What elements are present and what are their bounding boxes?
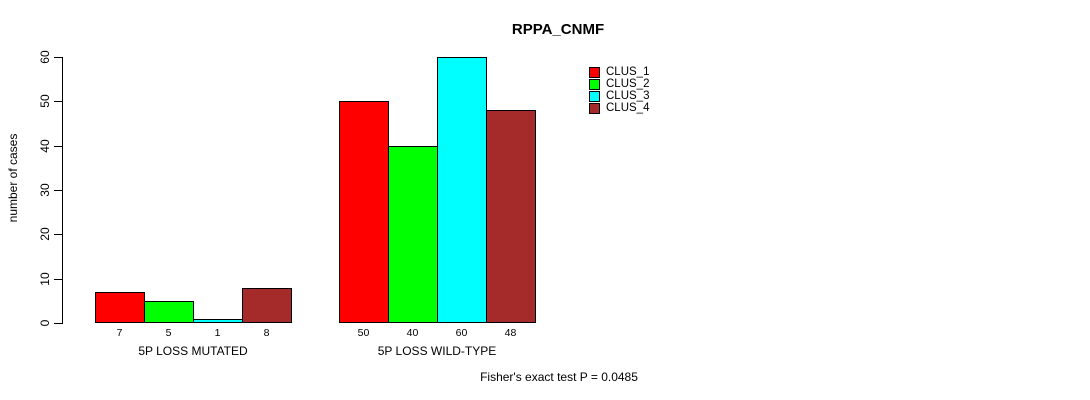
- legend-item-clus-1: CLUS_1: [589, 66, 649, 78]
- y-axis-tick-label: 30: [38, 183, 52, 197]
- bar-5p-loss-wild-type-clus-4: [486, 110, 536, 323]
- y-axis-tick: [54, 57, 62, 58]
- y-axis-line: [62, 57, 63, 324]
- y-axis-tick-label: 50: [38, 94, 52, 109]
- y-axis-tick: [54, 190, 62, 191]
- y-axis-tick-label: 60: [38, 50, 52, 64]
- y-axis-tick: [54, 234, 62, 236]
- group-label-5p-loss-wild-type: 5P LOSS WILD-TYPE: [377, 344, 497, 358]
- bar-value-label: 8: [263, 327, 270, 339]
- bar-5p-loss-mutated-clus-4: [242, 288, 292, 323]
- y-axis-tick-label: 10: [38, 271, 52, 286]
- y-axis-tick-label: 20: [38, 227, 52, 242]
- group-label-5p-loss-mutated: 5P LOSS MUTATED: [138, 344, 248, 358]
- legend-item-label: CLUS_1: [606, 66, 650, 78]
- bar-value-label: 1: [214, 327, 221, 339]
- legend-color-swatch: [589, 66, 600, 78]
- bar-5p-loss-wild-type-clus-2: [388, 146, 438, 323]
- bar-value-label: 40: [406, 327, 419, 339]
- bar-value-label: 50: [357, 327, 370, 339]
- y-axis-tick: [54, 323, 62, 324]
- bar-value-label: 5: [165, 327, 172, 339]
- legend-item-label: CLUS_2: [606, 78, 650, 90]
- legend-item-clus-4: CLUS_4: [589, 102, 649, 114]
- legend-color-swatch: [589, 78, 600, 90]
- legend-item-label: CLUS_4: [606, 102, 650, 114]
- bar-5p-loss-mutated-clus-1: [95, 292, 145, 323]
- y-axis-label: number of cases: [6, 133, 20, 223]
- chart-title: RPPA_CNMF: [511, 21, 605, 38]
- y-axis-tick: [54, 145, 62, 147]
- bar-value-label: 60: [455, 327, 468, 339]
- bar-5p-loss-mutated-clus-2: [144, 301, 194, 323]
- legend-item-clus-2: CLUS_2: [589, 78, 649, 90]
- legend: CLUS_1 CLUS_2 CLUS_3 CLUS_4: [589, 66, 649, 114]
- bar-5p-loss-wild-type-clus-3: [437, 57, 487, 323]
- legend-color-swatch: [589, 90, 600, 102]
- legend-item-label: CLUS_3: [606, 90, 650, 102]
- y-axis-tick: [54, 278, 62, 280]
- legend-color-swatch: [589, 102, 600, 114]
- y-axis-tick: [54, 101, 62, 103]
- bar-value-label: 7: [116, 327, 123, 339]
- bar-value-label: 48: [504, 327, 517, 339]
- legend-item-clus-3: CLUS_3: [589, 90, 649, 102]
- bar-5p-loss-mutated-clus-3: [193, 319, 243, 323]
- annotation-text: Fisher's exact test P = 0.0485: [480, 370, 638, 384]
- bar-5p-loss-wild-type-clus-1: [339, 101, 389, 323]
- y-axis-tick-label: 0: [38, 319, 52, 327]
- y-axis-tick-label: 40: [38, 138, 52, 153]
